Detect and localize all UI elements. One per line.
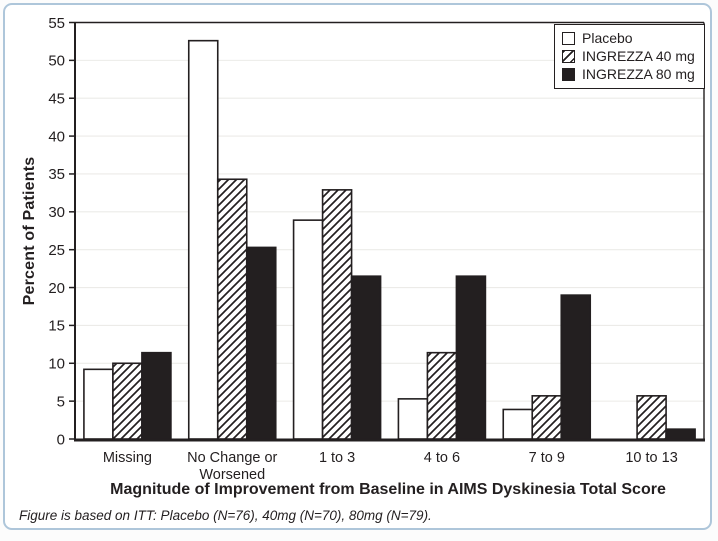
legend-item-ingrezza-40mg: INGREZZA 40 mg bbox=[562, 48, 695, 64]
bar-ingrezza-80-mg-missing bbox=[141, 351, 172, 440]
black-swatch-icon bbox=[562, 67, 575, 81]
placebo-swatch-icon bbox=[562, 31, 575, 45]
y-tick-label: 30 bbox=[48, 204, 65, 221]
footnote: Figure is based on ITT: Placebo (N=76), … bbox=[19, 508, 432, 523]
y-tick-label: 55 bbox=[48, 15, 65, 32]
y-tick-label: 20 bbox=[48, 280, 65, 297]
x-tick-label: 10 to 13 bbox=[625, 450, 677, 466]
bar-ingrezza-80-mg-1-to-3 bbox=[350, 275, 382, 440]
y-tick-label: 15 bbox=[48, 318, 65, 335]
legend: Placebo INGREZZA 40 mg INGREZZA 80 mg bbox=[554, 24, 705, 89]
x-tick-label: 1 to 3 bbox=[319, 450, 355, 466]
y-tick-label: 5 bbox=[57, 393, 65, 410]
x-tick-label: No Change or bbox=[187, 450, 277, 466]
bar-placebo-7-to-9 bbox=[502, 408, 534, 440]
legend-item-placebo: Placebo bbox=[562, 30, 695, 46]
bar-ingrezza-40-mg-missing bbox=[112, 362, 143, 440]
x-tick-label: Missing bbox=[103, 450, 152, 466]
bar-ingrezza-80-mg-10-to-13 bbox=[665, 428, 696, 440]
bar-ingrezza-40-mg-7-to-9 bbox=[531, 395, 563, 440]
bar-ingrezza-40-mg-4-to-6 bbox=[426, 351, 458, 440]
bar-ingrezza-40-mg-no-change-or-worsened bbox=[216, 178, 248, 440]
x-tick-label: 4 to 6 bbox=[424, 450, 460, 466]
y-tick-label: 50 bbox=[48, 53, 65, 70]
y-tick-label: 10 bbox=[48, 356, 65, 373]
x-axis-title: Magnitude of Improvement from Baseline i… bbox=[110, 481, 666, 498]
legend-item-ingrezza-80mg: INGREZZA 80 mg bbox=[562, 66, 695, 82]
x-tick-label: Worsened bbox=[199, 467, 265, 483]
y-axis-title: Percent of Patients bbox=[21, 156, 38, 306]
bar-ingrezza-80-mg-4-to-6 bbox=[455, 275, 487, 440]
bar-placebo-4-to-6 bbox=[397, 398, 429, 440]
legend-label-placebo: Placebo bbox=[582, 30, 633, 46]
y-tick-label: 0 bbox=[57, 431, 65, 448]
y-tick-label: 35 bbox=[48, 166, 65, 183]
legend-label-ingrezza-80mg: INGREZZA 80 mg bbox=[582, 66, 695, 82]
bar-placebo-missing bbox=[83, 368, 114, 440]
bar-ingrezza-40-mg-10-to-13 bbox=[636, 395, 667, 440]
bar-ingrezza-80-mg-no-change-or-worsened bbox=[245, 246, 277, 440]
bar-placebo-no-change-or-worsened bbox=[187, 39, 219, 440]
y-tick-label: 25 bbox=[48, 242, 65, 259]
bar-ingrezza-80-mg-7-to-9 bbox=[560, 294, 592, 440]
bar-ingrezza-40-mg-1-to-3 bbox=[321, 189, 353, 440]
bar-placebo-1-to-3 bbox=[292, 219, 324, 440]
y-tick-label: 45 bbox=[48, 90, 65, 107]
x-tick-label: 7 to 9 bbox=[529, 450, 565, 466]
hatched-swatch-icon bbox=[562, 49, 575, 63]
figure-frame bbox=[3, 3, 712, 530]
legend-label-ingrezza-40mg: INGREZZA 40 mg bbox=[582, 48, 695, 64]
y-tick-label: 40 bbox=[48, 128, 65, 145]
